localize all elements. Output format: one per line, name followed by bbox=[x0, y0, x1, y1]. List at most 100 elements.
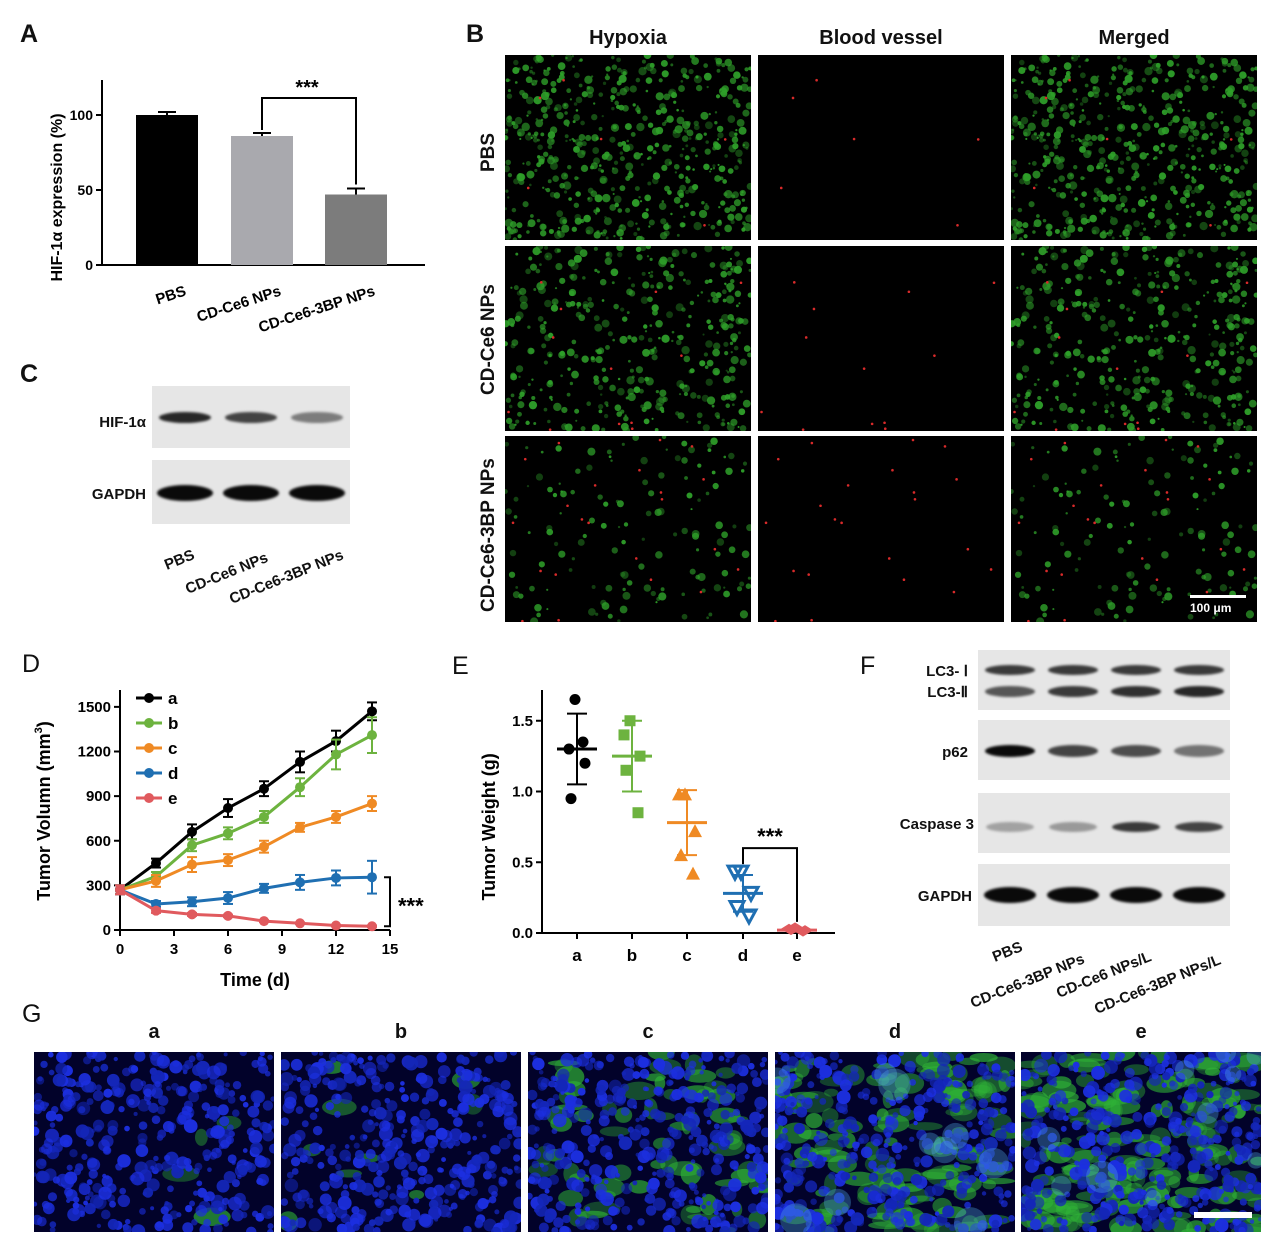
data-point-c bbox=[331, 811, 341, 822]
y-tick-label: 50 bbox=[77, 182, 93, 198]
data-point-e bbox=[223, 910, 233, 921]
data-point-a bbox=[579, 757, 591, 769]
blot-band bbox=[1110, 745, 1161, 757]
data-point-b bbox=[620, 764, 632, 776]
legend-marker bbox=[144, 693, 154, 703]
panel-label-c: C bbox=[20, 360, 39, 388]
data-point-a bbox=[569, 694, 581, 706]
data-point-e bbox=[783, 925, 799, 936]
panel-d-line-chart: 0 300 600 900 1200 1500 0 3 6 9 12 15 Time (d) Tumor … bbox=[33, 689, 424, 990]
blot-band bbox=[1172, 887, 1225, 903]
legend-marker bbox=[144, 743, 154, 753]
micrograph-tile bbox=[758, 246, 1004, 431]
g-column-label-d: d bbox=[888, 1021, 902, 1043]
blot-band bbox=[1173, 685, 1224, 697]
micrograph-tile bbox=[505, 55, 751, 240]
series-line-a bbox=[119, 710, 373, 892]
legend-label: d bbox=[168, 764, 178, 783]
data-point-d bbox=[223, 893, 233, 904]
blot-band bbox=[1111, 822, 1160, 832]
x-tick-label: 12 bbox=[328, 941, 345, 958]
blot-band bbox=[159, 411, 211, 423]
data-point-c bbox=[151, 875, 161, 886]
data-point-b bbox=[331, 749, 341, 760]
y-tick-label: 1.5 bbox=[512, 713, 533, 730]
fluorescence-tile-d bbox=[775, 1052, 1015, 1232]
x-tick-label: d bbox=[738, 946, 748, 965]
col-label-merged: Merged bbox=[1098, 27, 1170, 49]
x-axis-label: Time (d) bbox=[220, 970, 290, 990]
data-point-d bbox=[727, 900, 747, 918]
blot-band bbox=[1048, 822, 1097, 832]
micrograph-tile bbox=[1011, 246, 1257, 431]
lane-label-c-pbs: PBS bbox=[162, 546, 197, 574]
blot-band bbox=[1047, 685, 1098, 697]
col-label-hypoxia: Hypoxia bbox=[589, 27, 667, 49]
bar bbox=[136, 115, 198, 265]
series-line-e bbox=[119, 888, 373, 928]
data-point-c bbox=[672, 787, 686, 801]
series-line-d bbox=[119, 875, 373, 906]
blot-label-p62: p62 bbox=[942, 744, 968, 761]
blot-band bbox=[985, 822, 1034, 832]
data-point-b bbox=[634, 750, 646, 762]
series-line-c bbox=[119, 802, 373, 892]
micrograph-tile bbox=[1011, 55, 1257, 240]
data-point-d bbox=[741, 885, 761, 904]
x-tick-label: e bbox=[792, 946, 801, 965]
scale-bar bbox=[1190, 595, 1246, 598]
blot-band bbox=[291, 411, 343, 423]
blot-band bbox=[1046, 887, 1099, 903]
x-tick-label: b bbox=[627, 946, 637, 965]
data-point-e bbox=[151, 905, 161, 916]
y-tick-label: 900 bbox=[86, 788, 111, 805]
col-label-blood-vessel: Blood vessel bbox=[819, 27, 943, 49]
scale-bar-g bbox=[1194, 1212, 1252, 1218]
data-point-b bbox=[295, 782, 305, 793]
row-label-cd-ce6: CD-Ce6 NPs bbox=[478, 284, 499, 395]
blot-band bbox=[289, 485, 345, 501]
data-point-c bbox=[367, 798, 377, 809]
scale-bar-label: 100 μm bbox=[1190, 601, 1232, 615]
blot-band bbox=[1173, 665, 1224, 675]
micrograph-tile bbox=[505, 246, 751, 431]
g-column-label-a: a bbox=[148, 1021, 160, 1043]
panel-label-g: G bbox=[22, 1000, 42, 1028]
legend-label: b bbox=[168, 714, 178, 733]
data-point-b bbox=[632, 807, 644, 819]
lane-label-f-pbs: PBS bbox=[990, 938, 1025, 966]
blot-strip-lc3 bbox=[978, 650, 1230, 710]
y-tick-label: 1500 bbox=[78, 699, 111, 716]
blot-label-gapdh: GAPDH bbox=[91, 486, 146, 503]
y-tick-label: 1200 bbox=[78, 744, 111, 761]
legend-marker bbox=[144, 793, 154, 803]
panel-label-d: D bbox=[22, 650, 41, 678]
blot-band bbox=[223, 485, 279, 501]
row-label-cd-ce6-3bp: CD-Ce6-3BP NPs bbox=[478, 458, 499, 612]
bar bbox=[325, 194, 387, 265]
data-point-a bbox=[151, 858, 161, 869]
data-point-b bbox=[624, 715, 636, 727]
panel-label-b: B bbox=[466, 20, 485, 48]
legend-marker bbox=[144, 768, 154, 778]
data-point-a bbox=[223, 803, 233, 814]
data-point-e bbox=[295, 918, 305, 929]
blot-strip-caspase3 bbox=[978, 793, 1230, 853]
blot-band bbox=[983, 887, 1036, 903]
data-point-e bbox=[115, 884, 125, 895]
data-point-c bbox=[187, 859, 197, 870]
y-axis-label: Tumor Volumn (mm3) bbox=[33, 721, 54, 900]
x-tick-label: 3 bbox=[170, 941, 178, 958]
data-point-c bbox=[674, 848, 688, 862]
data-point-b bbox=[259, 811, 269, 822]
y-tick-label: 100 bbox=[70, 107, 94, 123]
blot-band bbox=[984, 685, 1035, 697]
significance-bracket bbox=[261, 97, 357, 185]
blot-band bbox=[225, 411, 277, 423]
data-point-b bbox=[187, 840, 197, 851]
significance-label: *** bbox=[398, 894, 424, 919]
blot-strip-gapdh-f bbox=[978, 864, 1230, 926]
y-tick-label: 1.0 bbox=[512, 784, 533, 801]
y-tick-label: 300 bbox=[86, 877, 111, 894]
data-point-c bbox=[259, 841, 269, 852]
